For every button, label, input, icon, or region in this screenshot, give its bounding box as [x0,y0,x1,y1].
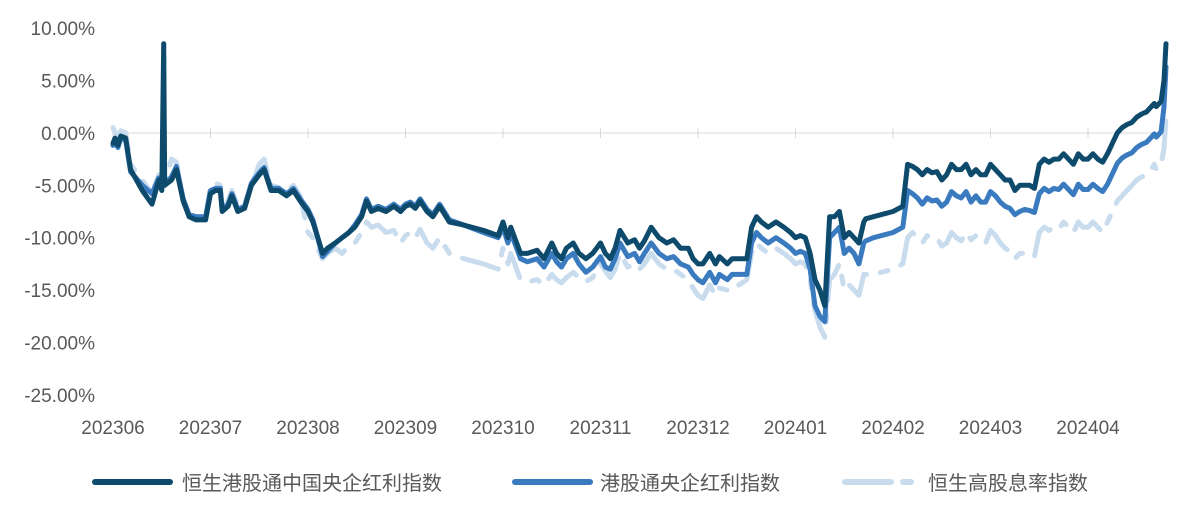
x-tick-label: 202404 [1056,418,1120,439]
legend-label: 恒生港股通中国央企红利指数 [182,471,442,495]
series-line [110,114,1169,340]
x-tick-label: 202401 [764,418,827,439]
x-tick-label: 202306 [81,418,144,439]
y-tick-label: -5.00% [35,176,95,197]
x-tick-label: 202307 [179,418,242,439]
x-tick-label: 202402 [861,418,924,439]
x-tick-label: 202312 [666,418,729,439]
y-axis: 10.00% 5.00% 0.00% -5.00% -10.00% -15.00% -20.… [24,19,95,407]
y-tick-label: 0.00% [41,124,95,145]
legend-label: 港股通央企红利指数 [600,471,780,495]
x-tick-label: 202308 [276,418,339,439]
x-tick-label: 202311 [570,418,632,439]
y-tick-label: -10.00% [24,229,95,250]
x-axis: 202306 202307 202308 202309 202310 202311 2023… [81,418,1120,439]
y-tick-label: -25.00% [24,386,95,407]
legend: 恒生港股通中国央企红利指数 港股通央企红利指数 恒生高股息率指数 [92,471,1088,495]
y-tick-label: -15.00% [24,281,95,302]
series-line [110,41,1169,309]
y-tick-label: 10.00% [31,19,96,40]
series-line [110,64,1169,325]
plot-area [110,41,1169,340]
y-tick-label: -20.00% [24,334,95,355]
y-tick-label: 5.00% [41,71,95,92]
x-tick-label: 202309 [374,418,437,439]
x-tick-label: 202403 [959,418,1022,439]
legend-label: 恒生高股息率指数 [928,471,1088,495]
x-tick-label: 202310 [471,418,534,439]
